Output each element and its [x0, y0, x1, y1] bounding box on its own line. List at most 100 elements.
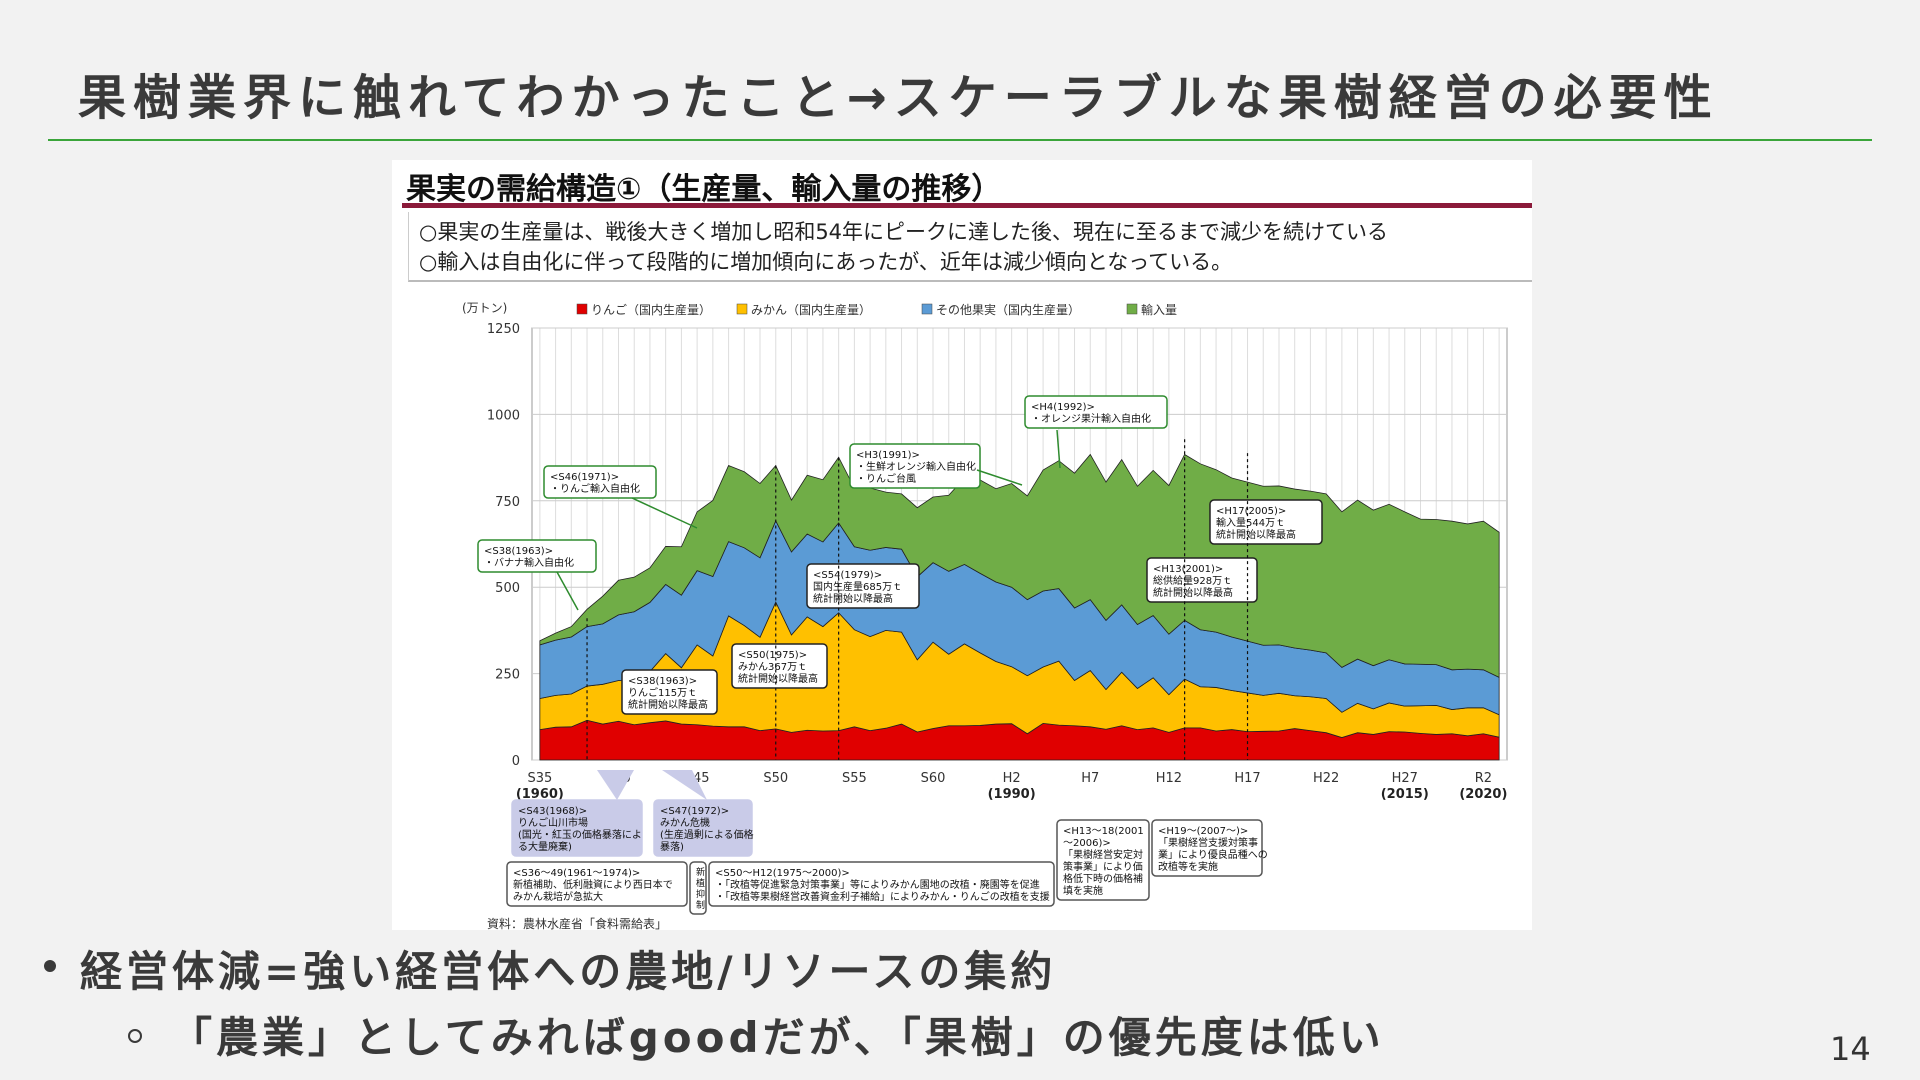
- annotation-h4-box: [1024, 395, 1168, 429]
- note-s43-pointer: [597, 770, 634, 800]
- annotation-h3-line: ・りんご台風: [856, 472, 916, 485]
- x-tick-sublabel: (2020): [1459, 787, 1507, 802]
- note-h13-18-line: 格低下時の価格補: [1063, 872, 1143, 885]
- legend-swatch-0: [576, 303, 588, 315]
- legend-label-2: その他果実（国内生産量）: [936, 302, 1080, 317]
- bullet-main: 経営体減=強い経営体への農地/リソースの集約: [80, 947, 1057, 996]
- note-s50-h12-line: <S50～H12(1975～2000)>: [715, 868, 850, 879]
- x-tick-label: H22: [1313, 771, 1339, 786]
- note-s47-box: [653, 799, 753, 857]
- annotation-h4-pointer: [1056, 429, 1061, 469]
- slide-title: 果樹業界に触れてわかったこと→スケーラブルな果樹経営の必要性: [78, 70, 1719, 126]
- note-h13-18-line: 策事業」により価: [1063, 860, 1143, 873]
- annotation-s54-line: 統計開始以降最高: [813, 592, 893, 605]
- annotation-s54-line: 国内生産量685万ｔ: [813, 580, 902, 593]
- x-tick-label: S50: [763, 771, 788, 786]
- annotation-h17-box: [1209, 499, 1323, 545]
- note-s43-line: (国光・紅玉の価格暴落によ: [518, 828, 642, 841]
- note-shinki-line: 新: [696, 866, 705, 878]
- note-s36-line: <S36～49(1961～1974)>: [513, 868, 640, 879]
- annotation-h17-line: 輸入量544万ｔ: [1216, 516, 1285, 529]
- note-s43-line: りんご山川市場: [518, 816, 588, 829]
- title-divider: [48, 139, 1872, 141]
- x-tick-sublabel: (1960): [516, 787, 564, 802]
- note-s50-h12-line: ・「改植等果樹経営改善資金利子補給」によりみかん・りんごの改植を支援: [715, 890, 1050, 903]
- annotation-h17-line: 統計開始以降最高: [1216, 528, 1296, 541]
- summary-line-2: ○輸入は自由化に伴って段階的に増加傾向にあったが、近年は減少傾向となっている。: [419, 250, 1233, 274]
- annotation-h13-box: [1146, 557, 1258, 603]
- bullet-dot-icon: [44, 960, 56, 972]
- annotation-s46-apple-line: ・りんご輸入自由化: [550, 482, 640, 495]
- note-shinki-line: 植: [696, 877, 705, 889]
- note-s50-h12-box: [708, 861, 1055, 907]
- note-shinki-line: 制: [696, 899, 705, 911]
- note-h19-line: 「果樹経営支援対策事: [1158, 836, 1258, 849]
- annotation-s38-apple-line: 統計開始以降最高: [628, 698, 708, 711]
- note-s36-box: [506, 861, 688, 907]
- note-s47-line: (生産過剰による価格: [660, 828, 754, 841]
- note-s43-box: [511, 799, 643, 857]
- annotation-s38-banana-box: [477, 539, 597, 573]
- annotation-h13-line: <H13(2001)>: [1153, 564, 1223, 575]
- x-tick-label: H12: [1156, 771, 1182, 786]
- page-number: 14: [1830, 1030, 1871, 1068]
- annotation-s46-apple-pointer: [631, 497, 698, 529]
- annotation-h13-line: 統計開始以降最高: [1153, 586, 1233, 599]
- legend-label-1: みかん（国内生産量）: [751, 302, 871, 317]
- legend-swatch-1: [736, 303, 748, 315]
- note-s36-line: みかん栽培が急拡大: [513, 890, 603, 903]
- note-s50-h12-line: ・「改植等促進緊急対策事業」等によりみかん園地の改植・廃園等を促進: [715, 878, 1040, 891]
- x-tick-sublabel: (1990): [988, 787, 1036, 802]
- annotation-s50-line: みかん367万ｔ: [738, 661, 807, 673]
- note-s47-pointer: [662, 770, 707, 800]
- sub-bullet-circle-icon: [128, 1029, 142, 1043]
- x-tick-label: H17: [1234, 771, 1260, 786]
- note-s43-line: <S43(1968)>: [518, 806, 587, 817]
- note-h13-18-line: ～2006)>: [1063, 838, 1111, 849]
- annotation-s50-line: <S50(1975)>: [738, 650, 807, 661]
- legend-label-3: 輸入量: [1141, 302, 1177, 317]
- annotation-s38-banana-line: ・バナナ輸入自由化: [484, 556, 574, 569]
- x-tick-label: S60: [921, 771, 946, 786]
- note-s43-line: る大量廃棄): [518, 840, 572, 853]
- annotation-s38-banana-pointer: [556, 571, 579, 611]
- annotation-h3-line: <H3(1991)>: [856, 450, 920, 461]
- note-h19-box: [1151, 819, 1263, 877]
- note-shinki-box: [689, 861, 707, 915]
- note-s36-line: 新植補助、低利融資により西日本で: [513, 878, 673, 891]
- annotation-s38-apple-line: <S38(1963)>: [628, 676, 697, 687]
- x-tick-label: S55: [842, 771, 867, 786]
- annotation-h3-pointer: [976, 469, 1023, 486]
- annotation-s54-box: [806, 563, 920, 609]
- legend-label-0: りんご（国内生産量）: [591, 302, 711, 317]
- note-h13-18-line: 「果樹経営安定対: [1063, 848, 1143, 861]
- legend-swatch-2: [921, 303, 933, 315]
- area-chart: 0 250 500 750 1000 1250 (万トン) りんご（国内生産量） みかん（国内生…: [462, 301, 1508, 930]
- y-tick-label: 500: [495, 581, 520, 596]
- annotation-h4-line: ・オレンジ果汁輸入自由化: [1031, 412, 1151, 425]
- note-h13-18-line: <H13～18(2001: [1063, 826, 1144, 837]
- y-axis-unit: (万トン): [462, 301, 507, 315]
- y-tick-label: 0: [512, 754, 520, 769]
- y-tick-label: 1250: [487, 322, 520, 337]
- annotation-s38-banana-line: <S38(1963)>: [484, 546, 553, 557]
- note-h13-18-box: [1056, 819, 1150, 901]
- legend-swatch-3: [1126, 303, 1138, 315]
- figure-summary: ○果実の生産量は、戦後大きく増加し昭和54年にピークに達した後、現在に至るまで減…: [408, 212, 1532, 282]
- note-h19-line: 改植等を実施: [1158, 860, 1218, 873]
- annotation-h3-box: [849, 443, 981, 489]
- x-tick-label: S35: [527, 771, 552, 786]
- annotation-s46-apple-box: [543, 465, 657, 499]
- x-tick-label: R2: [1475, 771, 1492, 786]
- x-tick-label: H7: [1081, 771, 1099, 786]
- figure-source-note: 資料：農林水産省「食料需給表」: [487, 916, 667, 930]
- figure-title-rule: [402, 203, 1532, 208]
- y-tick-label: 750: [495, 495, 520, 510]
- annotation-s38-apple-box: [621, 669, 718, 715]
- y-tick-label: 250: [495, 668, 520, 683]
- x-tick-label: H2: [1003, 771, 1021, 786]
- note-h13-18-line: 填を実施: [1063, 884, 1103, 897]
- annotation-h3-line: ・生鮮オレンジ輸入自由化: [856, 460, 976, 473]
- chart-figure: 果実の需給構造①（生産量、輸入量の推移） ○果実の生産量は、戦後大きく増加し昭和…: [392, 160, 1532, 930]
- x-tick-sublabel: (2015): [1381, 787, 1429, 802]
